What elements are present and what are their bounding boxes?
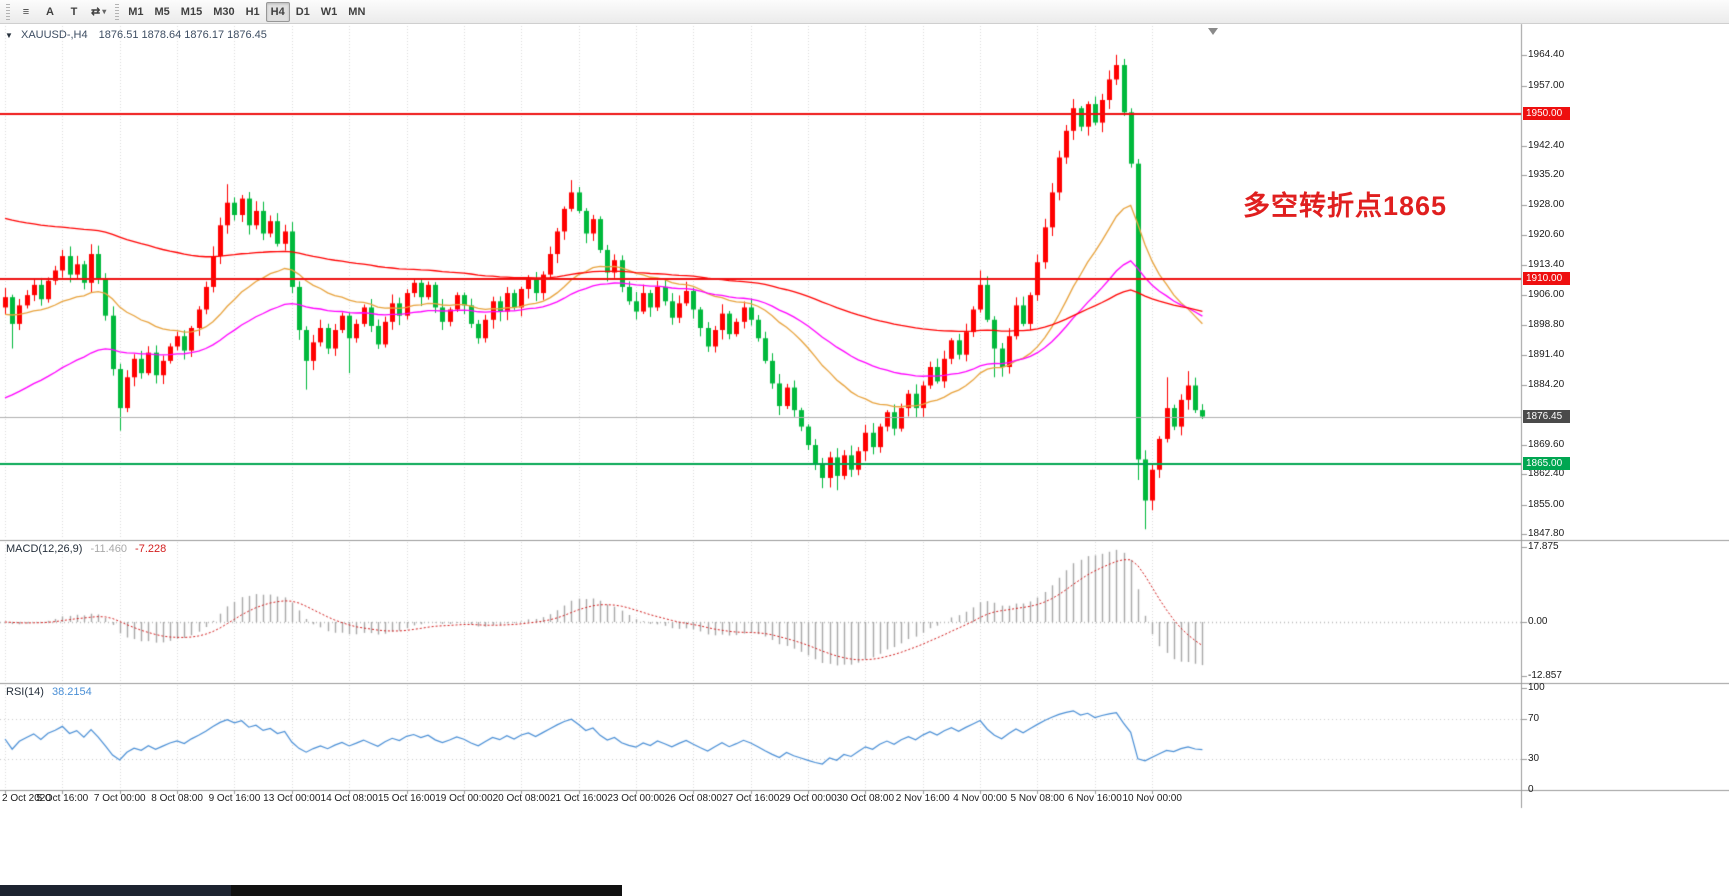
price-tag-187645: 1876.45: [1523, 409, 1570, 423]
taskbar-segment[interactable]: [0, 885, 231, 896]
time-axis-label: 2 Nov 16:00: [895, 793, 950, 804]
time-axis-label: 26 Oct 08:00: [664, 793, 722, 804]
time-axis-label: 5 Nov 08:00: [1010, 793, 1065, 804]
time-axis-label: 23 Oct 00:00: [607, 793, 665, 804]
cycle-icon: ⇄: [91, 6, 101, 18]
timeframe-button-h1[interactable]: H1: [241, 2, 265, 22]
label-tool-button[interactable]: T: [62, 2, 86, 22]
label-tool-icon: T: [70, 5, 78, 18]
cycle-tool-dropdown-button[interactable]: ⇄ ▾: [86, 2, 111, 22]
price-axis-label: 1935.20: [1528, 169, 1565, 181]
time-axis-label: 13 Oct 00:00: [263, 793, 321, 804]
timeframe-button-m15[interactable]: M15: [176, 2, 207, 22]
macd-name: MACD(12,26,9): [6, 543, 83, 555]
price-axis-label: 1884.20: [1528, 378, 1565, 390]
timeframe-button-group: M1 M5 M15 M30 H1 H4 D1 W1 MN: [123, 1, 370, 22]
time-axis-label: 21 Oct 16:00: [549, 793, 608, 804]
one-click-trading-toggle-icon[interactable]: ▼: [5, 31, 13, 40]
time-axis-label: 6 Nov 16:00: [1067, 793, 1122, 804]
timeframe-button-m5[interactable]: M5: [150, 2, 175, 22]
macd-main-value: -11.460: [90, 543, 127, 555]
macd-scale-label: 17.875: [1528, 541, 1559, 552]
chart-ohlc-values: 1876.51 1878.64 1876.17 1876.45: [98, 29, 267, 41]
time-axis-label: 10 Nov 00:00: [1122, 793, 1182, 804]
timeframe-button-m30[interactable]: M30: [208, 2, 239, 22]
price-axis-label: 1928.00: [1528, 198, 1565, 210]
time-axis-label: 27 Oct 16:00: [722, 793, 780, 804]
time-axis-label: 30 Oct 08:00: [836, 793, 895, 804]
price-axis-label: 1964.40: [1528, 49, 1565, 61]
chart-symbol-label: XAUUSD-,H4: [20, 29, 88, 41]
objects-list-icon: ≡: [22, 5, 30, 18]
time-axis-label: 5 Oct 16:00: [36, 793, 89, 804]
time-axis-label: 7 Oct 00:00: [93, 793, 146, 804]
price-axis-label: 1847.80: [1528, 528, 1565, 540]
rsi-scale-label: 30: [1528, 753, 1540, 765]
text-tool-button[interactable]: A: [38, 2, 62, 22]
main-toolbar: ≡ A T ⇄ ▾ M1 M5 M15 M30 H1 H4 D1 W1 MN: [0, 0, 1729, 24]
timeframe-button-mn[interactable]: MN: [343, 2, 370, 22]
price-tag-186500: 1865.00: [1523, 456, 1570, 470]
toolbar-grip[interactable]: [115, 3, 120, 20]
time-axis-label: 9 Oct 16:00: [208, 793, 261, 804]
price-axis-label: 1855.00: [1528, 498, 1565, 510]
macd-scale-label: 0.00: [1528, 616, 1548, 627]
chart-annotation-text: 多空转折点1865: [1243, 191, 1448, 221]
price-tag-195000: 1950.00: [1523, 107, 1570, 121]
price-axis-label: 1920.60: [1528, 229, 1565, 241]
time-axis-label: 4 Nov 00:00: [953, 793, 1008, 804]
rsi-name: RSI(14): [6, 686, 44, 698]
rsi-scale-label: 100: [1528, 682, 1545, 693]
time-axis-label: 14 Oct 08:00: [320, 793, 378, 804]
price-axis-label: 1891.40: [1528, 349, 1565, 361]
time-axis-label: 8 Oct 08:00: [151, 793, 203, 804]
timeframe-button-h4[interactable]: H4: [265, 1, 290, 22]
macd-scale-label: -12.857: [1528, 669, 1562, 681]
rsi-scale-label: 0: [1528, 784, 1534, 795]
text-tool-icon: A: [46, 5, 54, 18]
macd-indicator-label: MACD(12,26,9) -11.460 -7.228: [6, 543, 171, 555]
timeframe-button-d1[interactable]: D1: [291, 2, 315, 22]
toolbar-grip[interactable]: [6, 3, 10, 20]
timeframe-button-m1[interactable]: M1: [123, 2, 148, 22]
chart-title: ▼ XAUUSD-,H4 1876.51 1878.64 1876.17 187…: [5, 29, 267, 41]
time-axis-label: 19 Oct 00:00: [435, 793, 493, 804]
macd-signal-value: -7.228: [135, 543, 167, 555]
price-axis-label: 1869.60: [1528, 438, 1565, 450]
rsi-scale-label: 70: [1528, 712, 1540, 724]
rsi-value: 38.2154: [51, 686, 92, 698]
time-axis-label: 29 Oct 00:00: [779, 793, 837, 804]
time-axis-label: 20 Oct 08:00: [492, 793, 550, 804]
price-axis-label: 1906.00: [1528, 289, 1565, 301]
timeframe-button-w1[interactable]: W1: [316, 2, 343, 22]
taskbar-segment[interactable]: [231, 885, 622, 896]
chart-shift-marker-icon[interactable]: [1208, 28, 1218, 35]
price-axis-label: 1898.80: [1528, 318, 1565, 330]
price-axis-label: 1942.40: [1528, 139, 1565, 151]
price-axis-label: 1913.40: [1528, 258, 1565, 270]
price-axis-label: 1957.00: [1528, 79, 1565, 91]
price-tag-191000: 1910.00: [1523, 271, 1570, 285]
time-axis-label: 2 Oct 2020: [2, 793, 51, 804]
time-axis-label: 15 Oct 16:00: [377, 793, 436, 804]
price-axis-label: 1862.40: [1528, 468, 1565, 480]
objects-list-button[interactable]: ≡: [14, 2, 38, 22]
dropdown-caret-icon: ▾: [102, 7, 107, 16]
rsi-indicator-label: RSI(14) 38.2154: [6, 686, 97, 698]
